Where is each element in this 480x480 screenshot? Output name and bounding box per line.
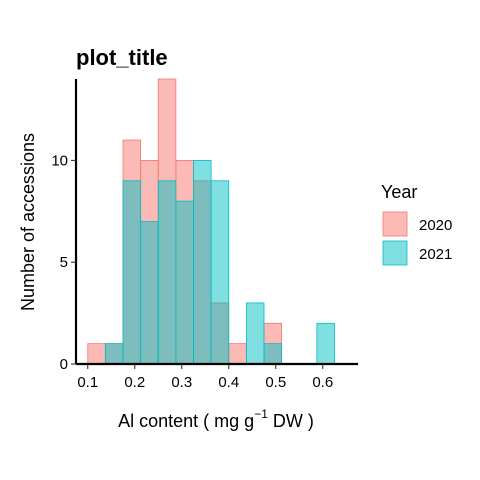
bar-2020-bin-8 (228, 343, 247, 365)
legend-key-2020 (382, 211, 408, 237)
legend-label-2021: 2021 (419, 246, 452, 263)
x-tick-label: 0.3 (171, 374, 192, 391)
bar-2021-bin-5 (175, 200, 194, 365)
legend: Year 2020 2021 (381, 182, 452, 266)
bar-2021-bin-2 (122, 180, 142, 365)
y-tick-label: 10 (51, 152, 68, 169)
y-tick-label: 0 (60, 356, 68, 373)
y-axis-title: Number of accessions (18, 133, 38, 311)
legend-title: Year (381, 182, 417, 202)
x-axis-ticks: 0.1 0.2 0.3 0.4 0.5 0.6 (77, 364, 333, 391)
bar-2020-bin-0 (87, 343, 106, 365)
y-tick-label: 5 (60, 254, 68, 271)
y-axis-ticks: 0 5 10 (51, 152, 76, 373)
x-tick-label: 0.5 (265, 374, 286, 391)
bar-2021-bin-7 (210, 180, 230, 365)
legend-label-2020: 2020 (419, 217, 452, 234)
x-axis-title-exponent: −1 (254, 407, 268, 421)
bar-2021-bin-1 (104, 343, 124, 365)
x-axis-title: Al content ( mg g−1 DW ) (118, 407, 314, 431)
legend-key-2021 (382, 240, 408, 266)
x-tick-label: 0.6 (312, 374, 333, 391)
chart-title: plot_title (76, 45, 168, 70)
series-2021-bars (104, 160, 335, 365)
x-tick-label: 0.4 (218, 374, 239, 391)
bar-2021-bin-3 (140, 221, 159, 365)
x-tick-label: 0.2 (124, 374, 145, 391)
bar-2021-bin-10 (263, 343, 283, 365)
x-tick-label: 0.1 (77, 374, 98, 391)
x-axis-title-main: Al content ( mg g (118, 411, 254, 431)
bar-2021-bin-6 (193, 160, 212, 365)
bar-2021-bin-13 (316, 322, 335, 365)
bar-2021-bin-4 (157, 180, 177, 365)
bar-2021-bin-9 (245, 302, 265, 365)
x-axis-title-unit: DW ) (268, 411, 314, 431)
